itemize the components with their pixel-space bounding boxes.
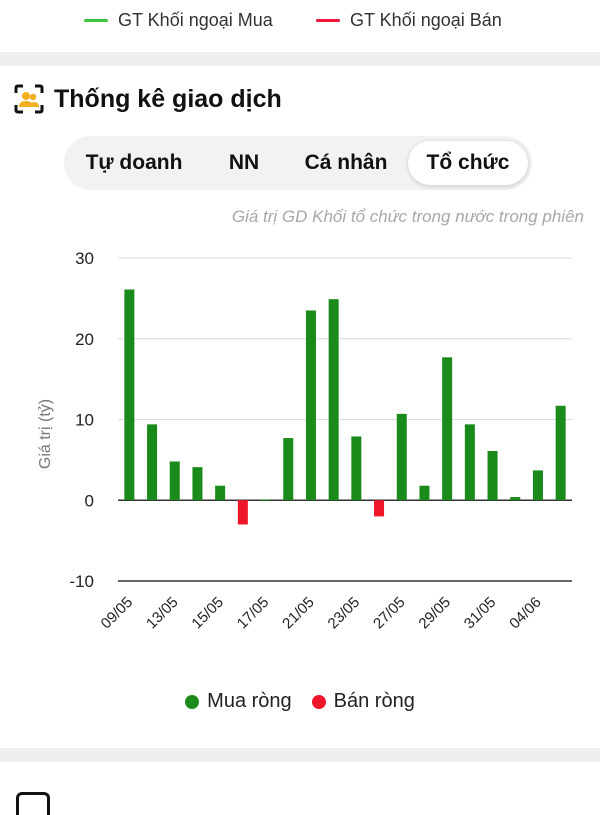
legend-item-buy[interactable]: GT Khối ngoại Mua xyxy=(84,10,273,31)
x-tick-label: 17/05 xyxy=(234,594,273,633)
bar-20/05 xyxy=(283,438,294,501)
y-tick-label: -10 xyxy=(69,572,94,591)
tab-nn[interactable]: NN xyxy=(228,151,260,174)
bar-03/06 xyxy=(510,497,521,501)
bar-04/06 xyxy=(532,470,543,501)
bar-30/05 xyxy=(464,424,475,501)
legend-dot-ban-rong xyxy=(311,694,326,709)
next-section-icon xyxy=(16,792,50,815)
bar-23/05 xyxy=(351,436,362,501)
section-divider-bottom xyxy=(0,748,600,762)
legend-line-sell xyxy=(316,19,340,22)
legend-dot-mua-rong xyxy=(185,694,200,709)
bar-31/05 xyxy=(487,450,498,501)
bar-21/05 xyxy=(305,310,316,501)
y-axis-label: Giá trị (tỷ) xyxy=(37,399,54,469)
tab-tu-doanh[interactable]: Tự doanh xyxy=(85,151,183,174)
top-legend: GT Khối ngoại Mua GT Khối ngoại Bán xyxy=(0,0,600,44)
bar-17/05 xyxy=(260,499,271,501)
section-divider-top xyxy=(0,52,600,66)
tab-ca-nhan[interactable]: Cá nhân xyxy=(304,151,388,174)
legend-label-ban-rong: Bán ròng xyxy=(333,690,415,712)
chart-grid xyxy=(118,257,572,582)
x-tick-label: 29/05 xyxy=(415,594,454,633)
legend-item-mua-rong[interactable]: Mua ròng xyxy=(185,690,292,713)
bar-24/05 xyxy=(374,500,385,517)
legend-item-sell[interactable]: GT Khối ngoại Bán xyxy=(316,10,502,31)
y-tick-label: 10 xyxy=(75,411,94,430)
chart-legend: Mua ròng Bán ròng xyxy=(0,690,600,713)
bar-27/05 xyxy=(396,413,407,501)
trade-stats-section: Thống kê giao dịch Tự doanh NN Cá nhân T… xyxy=(0,66,600,746)
tab-to-chuc[interactable]: Tổ chức xyxy=(408,141,528,185)
x-tick-label: 21/05 xyxy=(279,594,318,633)
legend-label-buy: GT Khối ngoại Mua xyxy=(118,10,273,30)
x-tick-label: 27/05 xyxy=(370,594,409,633)
chart-bars xyxy=(124,289,566,525)
x-axis-ticks: 09/05 13/05 15/05 17/05 21/05 23/05 27/05 29/05… xyxy=(98,594,545,633)
bar-09/05 xyxy=(124,289,135,501)
legend-label-mua-rong: Mua ròng xyxy=(207,690,292,712)
bar-05/06 xyxy=(555,405,566,501)
x-tick-label: 04/06 xyxy=(506,594,545,633)
tab-bar: Tự doanh NN Cá nhân Tổ chức xyxy=(64,136,532,190)
legend-line-buy xyxy=(84,19,108,22)
x-tick-label: 09/05 xyxy=(98,594,137,633)
legend-item-ban-rong[interactable]: Bán ròng xyxy=(311,690,415,713)
bar-10/05 xyxy=(147,424,158,501)
y-tick-label: 20 xyxy=(75,330,94,349)
chart-subtitle: Giá trị GD Khối tổ chức trong nước trong… xyxy=(231,207,584,226)
bar-29/05 xyxy=(442,357,453,501)
bar-15/05 xyxy=(215,485,226,501)
bar-16/05 xyxy=(237,500,248,525)
bar-14/05 xyxy=(192,467,203,501)
people-stats-icon xyxy=(14,84,44,114)
legend-label-sell: GT Khối ngoại Bán xyxy=(350,10,502,30)
y-axis-ticks: 30 20 10 0 -10 xyxy=(69,249,94,591)
section-header: Thống kê giao dịch xyxy=(14,84,282,114)
y-tick-label: 0 xyxy=(85,491,94,510)
x-tick-label: 13/05 xyxy=(143,594,182,633)
bar-13/05 xyxy=(169,461,180,501)
section-title: Thống kê giao dịch xyxy=(54,84,282,113)
bar-22/05 xyxy=(328,299,339,501)
x-tick-label: 15/05 xyxy=(188,594,227,633)
x-tick-label: 23/05 xyxy=(325,594,364,633)
bar-chart: 30 20 10 0 -10 09/05 13/05 15/05 17/05 21/05 23/0… xyxy=(37,249,572,633)
x-tick-label: 31/05 xyxy=(461,594,500,633)
bar-28/05 xyxy=(419,485,430,501)
y-tick-label: 30 xyxy=(75,249,94,268)
